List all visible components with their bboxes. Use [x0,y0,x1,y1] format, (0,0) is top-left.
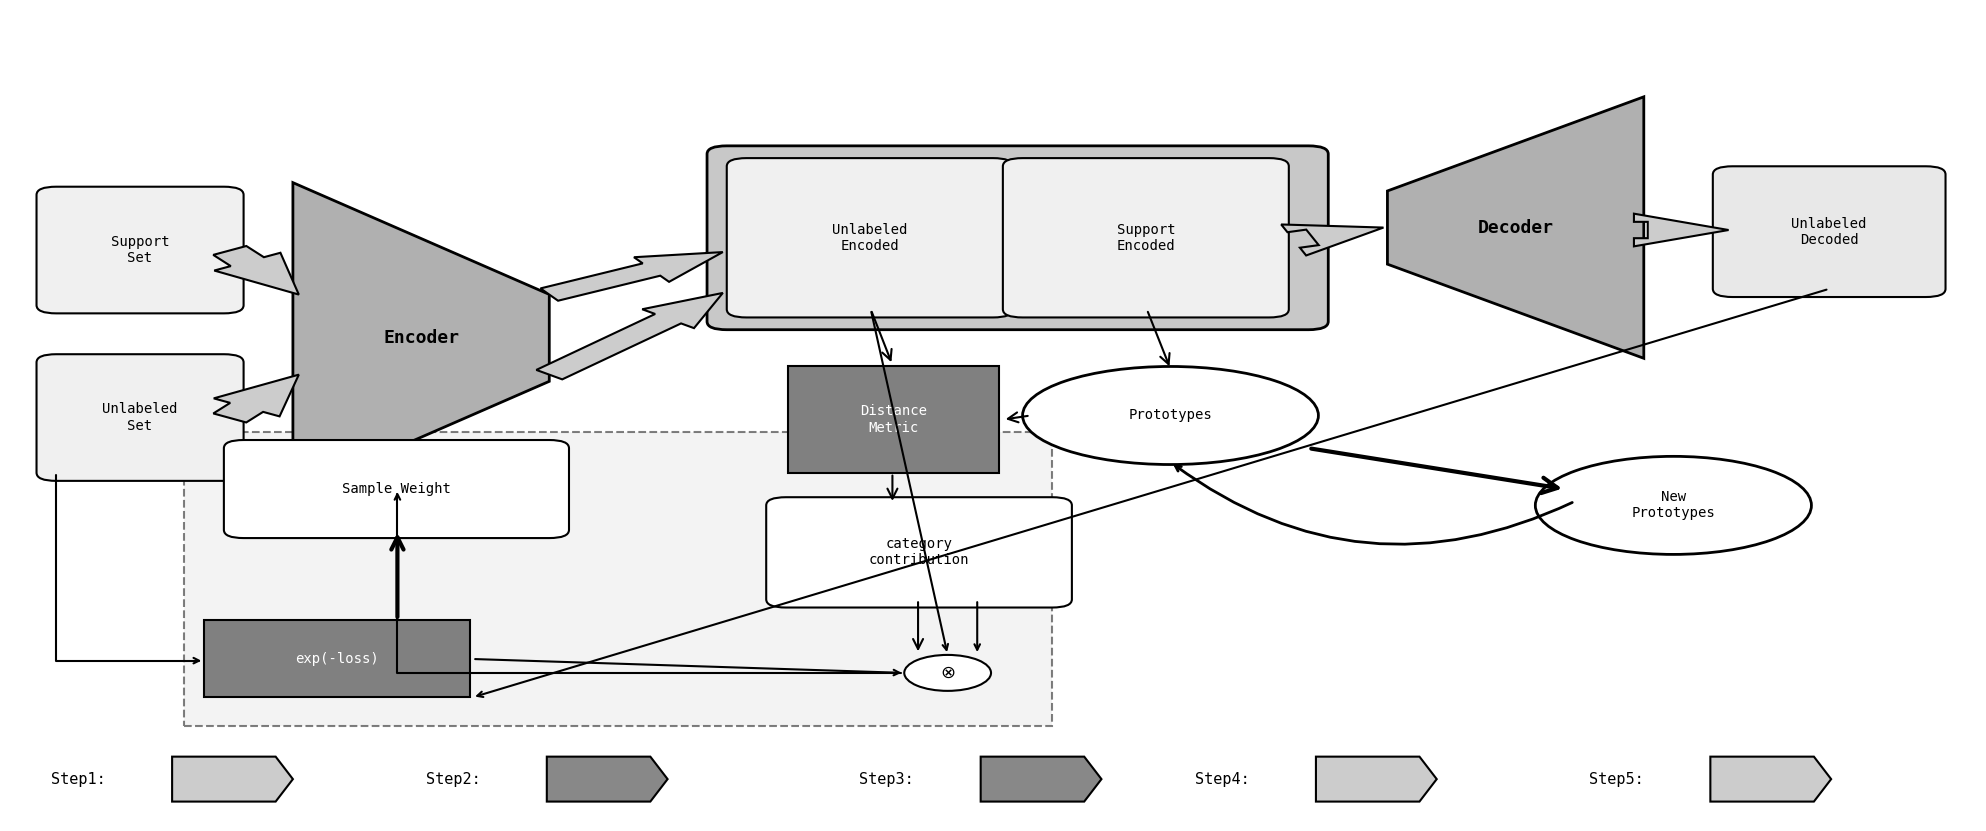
FancyArrow shape [213,375,298,422]
Text: Unlabeled
Decoded: Unlabeled Decoded [1791,217,1867,247]
FancyBboxPatch shape [224,440,570,538]
FancyBboxPatch shape [788,366,999,473]
Text: Step1:: Step1: [52,772,105,787]
FancyBboxPatch shape [205,620,471,697]
Circle shape [904,655,991,691]
FancyBboxPatch shape [36,187,244,313]
FancyArrow shape [540,252,723,301]
Polygon shape [173,757,292,802]
FancyArrow shape [213,246,298,294]
FancyBboxPatch shape [727,158,1013,317]
FancyBboxPatch shape [707,146,1329,330]
Text: ⊗: ⊗ [939,664,955,682]
Text: exp(-loss): exp(-loss) [296,652,379,666]
Text: Support
Set: Support Set [111,235,169,265]
FancyBboxPatch shape [767,497,1072,607]
Polygon shape [1317,757,1436,802]
Ellipse shape [1023,366,1319,465]
Text: Sample Weight: Sample Weight [342,482,451,496]
FancyArrow shape [536,293,723,380]
Text: Encoder: Encoder [383,329,459,347]
FancyBboxPatch shape [36,354,244,481]
FancyBboxPatch shape [1003,158,1289,317]
Polygon shape [292,183,550,493]
FancyArrow shape [1281,224,1384,255]
Text: Prototypes: Prototypes [1128,409,1211,422]
Text: Step2:: Step2: [425,772,481,787]
Text: Decoder: Decoder [1478,219,1553,237]
FancyBboxPatch shape [1712,166,1946,297]
Text: Unlabeled
Set: Unlabeled Set [103,402,179,433]
Ellipse shape [1535,456,1811,554]
Text: Distance
Metric: Distance Metric [860,405,927,435]
Text: Step4:: Step4: [1196,772,1249,787]
Text: Step3:: Step3: [860,772,914,787]
Bar [185,432,1053,726]
Text: New
Prototypes: New Prototypes [1632,490,1716,520]
Text: Step5:: Step5: [1589,772,1644,787]
Text: Unlabeled
Encoded: Unlabeled Encoded [832,223,908,253]
FancyArrow shape [1634,214,1728,246]
Text: Support
Encoded: Support Encoded [1116,223,1176,253]
Polygon shape [1388,97,1644,358]
Polygon shape [546,757,667,802]
Text: category
contribution: category contribution [868,538,969,568]
Polygon shape [981,757,1102,802]
Polygon shape [1710,757,1831,802]
